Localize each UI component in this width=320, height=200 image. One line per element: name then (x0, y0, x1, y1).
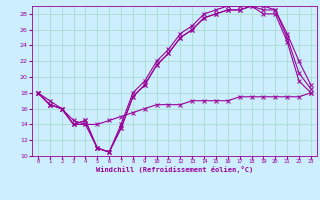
X-axis label: Windchill (Refroidissement éolien,°C): Windchill (Refroidissement éolien,°C) (96, 166, 253, 173)
